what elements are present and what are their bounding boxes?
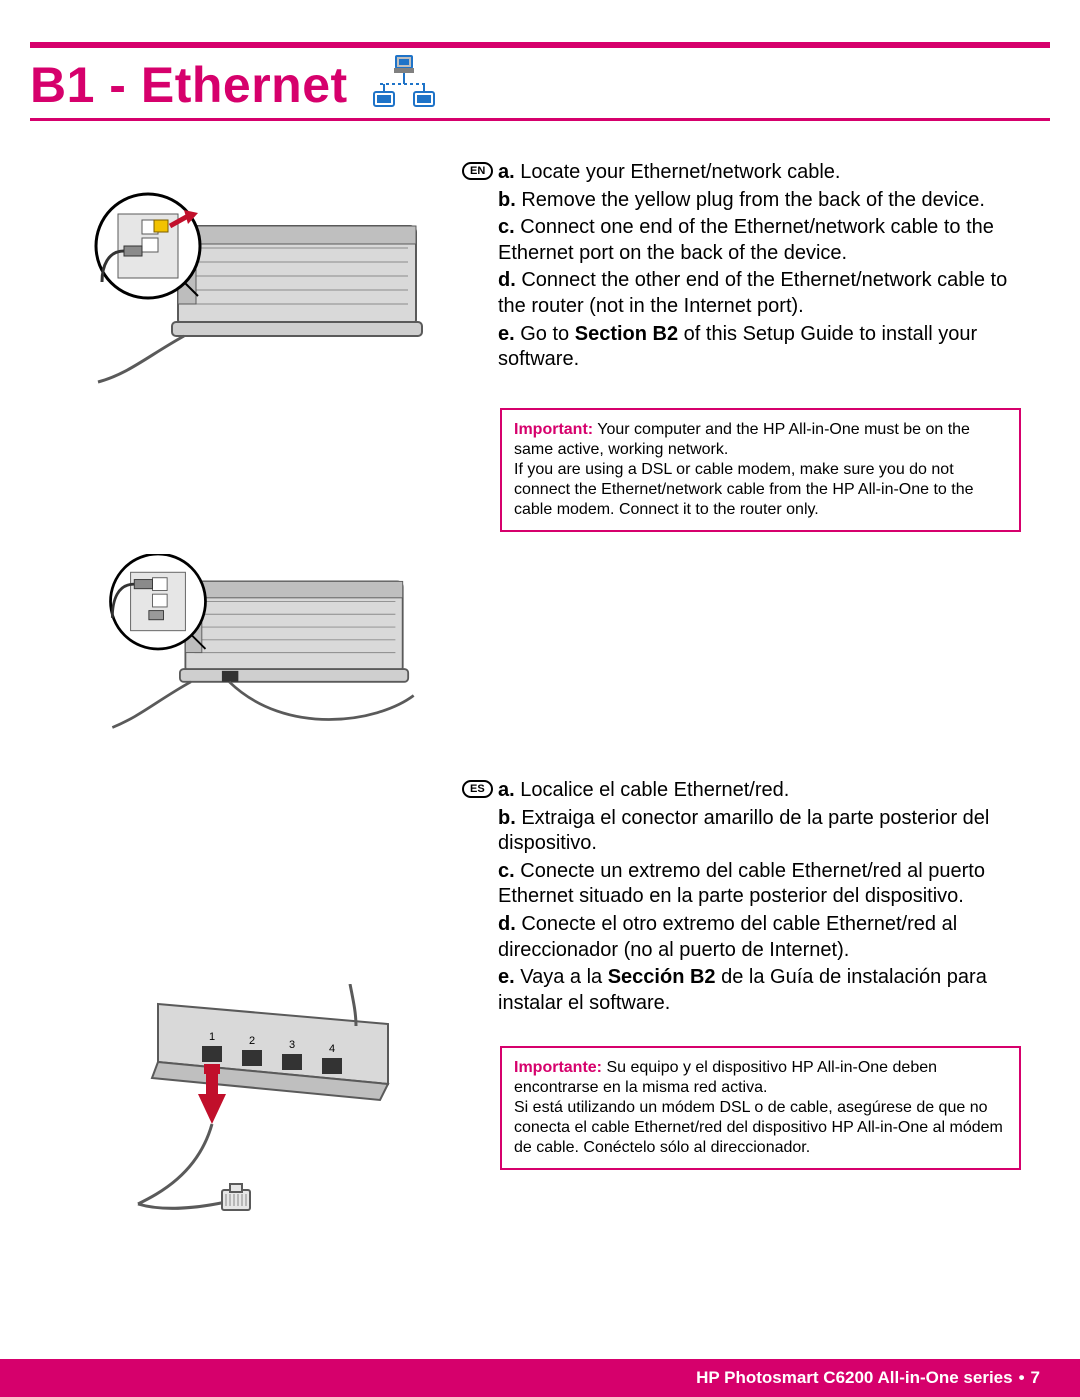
step-item: b. Extraiga el conector amarillo de la p… — [498, 806, 1022, 857]
step-label: e. — [498, 323, 515, 345]
step-item: d. Connect the other end of the Ethernet… — [498, 268, 1022, 319]
page: B1 - Ethernet — [0, 0, 1080, 1397]
step-item: d. Conecte el otro extremo del cable Eth… — [498, 912, 1022, 963]
illustration-printer-remove-plug — [78, 186, 448, 396]
step-text-bold: Section B2 — [575, 323, 678, 345]
steps-spanish: a. Localice el cable Ethernet/red. b. Ex… — [498, 778, 1022, 1018]
step-label: a. — [498, 779, 515, 801]
footer-separator: • — [1013, 1368, 1031, 1388]
top-rule — [30, 42, 1050, 48]
step-item: c. Conecte un extremo del cable Ethernet… — [498, 859, 1022, 910]
step-item: c. Connect one end of the Ethernet/netwo… — [498, 215, 1022, 266]
network-icon — [370, 54, 438, 115]
important-text-2: Si está utilizando un módem DSL o de cab… — [514, 1099, 1003, 1156]
step-item: a. Locate your Ethernet/network cable. — [498, 160, 1022, 186]
important-text-2: If you are using a DSL or cable modem, m… — [514, 461, 974, 518]
step-text: Connect one end of the Ethernet/network … — [498, 216, 994, 264]
important-note-spanish: Importante: Su equipo y el dispositivo H… — [500, 1046, 1021, 1170]
language-badge-es: ES — [462, 780, 493, 798]
step-text: Conecte un extremo del cable Ethernet/re… — [498, 860, 985, 908]
router-port-label: 1 — [209, 1031, 215, 1043]
step-item: b. Remove the yellow plug from the back … — [498, 188, 1022, 214]
step-text: Localice el cable Ethernet/red. — [520, 779, 789, 801]
router-port-label: 2 — [249, 1035, 255, 1047]
steps-english: a. Locate your Ethernet/network cable. b… — [498, 160, 1022, 375]
header: B1 - Ethernet — [30, 54, 1050, 115]
router-port-label: 3 — [289, 1039, 295, 1051]
illustration-router: 1 2 3 4 — [108, 984, 428, 1244]
step-label: d. — [498, 269, 516, 291]
step-text-pre: Go to — [520, 323, 574, 345]
step-label: a. — [498, 161, 515, 183]
step-label: b. — [498, 807, 516, 829]
step-label: c. — [498, 860, 515, 882]
step-text: Remove the yellow plug from the back of … — [521, 189, 985, 211]
step-item: e. Vaya a la Sección B2 de la Guía de in… — [498, 965, 1022, 1016]
step-item: e. Go to Section B2 of this Setup Guide … — [498, 322, 1022, 373]
header-underline — [30, 118, 1050, 121]
page-title: B1 - Ethernet — [30, 56, 348, 114]
router-port-label: 4 — [329, 1043, 335, 1055]
illustration-printer-connect-cable — [78, 554, 448, 764]
step-label: c. — [498, 216, 515, 238]
step-text-pre: Vaya a la — [520, 966, 607, 988]
important-label: Important: — [514, 421, 593, 438]
step-text: Extraiga el conector amarillo de la part… — [498, 807, 989, 855]
step-text-bold: Sección B2 — [608, 966, 716, 988]
step-label: e. — [498, 966, 515, 988]
step-text: Conecte el otro extremo del cable Ethern… — [498, 913, 957, 961]
footer-product: HP Photosmart C6200 All-in-One series — [696, 1368, 1013, 1388]
step-label: b. — [498, 189, 516, 211]
important-label: Importante: — [514, 1059, 602, 1076]
step-text: Connect the other end of the Ethernet/ne… — [498, 269, 1007, 317]
step-text: Locate your Ethernet/network cable. — [520, 161, 840, 183]
step-label: d. — [498, 913, 516, 935]
step-item: a. Localice el cable Ethernet/red. — [498, 778, 1022, 804]
footer-page-number: 7 — [1031, 1368, 1040, 1388]
important-note-english: Important: Your computer and the HP All-… — [500, 408, 1021, 532]
footer: HP Photosmart C6200 All-in-One series • … — [0, 1359, 1080, 1397]
language-badge-en: EN — [462, 162, 493, 180]
